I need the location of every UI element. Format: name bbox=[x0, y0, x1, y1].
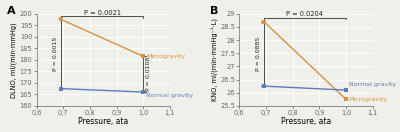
Text: P = 0.0015: P = 0.0015 bbox=[53, 37, 58, 71]
Text: P = 0.0204: P = 0.0204 bbox=[286, 11, 324, 17]
Text: Microgravity: Microgravity bbox=[349, 97, 388, 102]
X-axis label: Pressure, ata: Pressure, ata bbox=[281, 117, 331, 126]
Text: P = 0.0021: P = 0.0021 bbox=[84, 10, 121, 16]
Text: Normal gravity: Normal gravity bbox=[146, 93, 193, 98]
Text: Microgravity: Microgravity bbox=[146, 54, 185, 59]
X-axis label: Pressure, ata: Pressure, ata bbox=[78, 117, 128, 126]
Text: A: A bbox=[7, 6, 16, 16]
Text: P = 0.0108: P = 0.0108 bbox=[146, 57, 151, 91]
Text: B: B bbox=[210, 6, 218, 16]
Text: Normal gravity: Normal gravity bbox=[349, 82, 396, 87]
Text: P = 0.0885: P = 0.0885 bbox=[256, 37, 261, 71]
Y-axis label: KNO, ml/(min·mmHg⁻¹·L): KNO, ml/(min·mmHg⁻¹·L) bbox=[210, 18, 218, 101]
Y-axis label: DLNO, ml/(min·mmHg): DLNO, ml/(min·mmHg) bbox=[10, 22, 17, 98]
